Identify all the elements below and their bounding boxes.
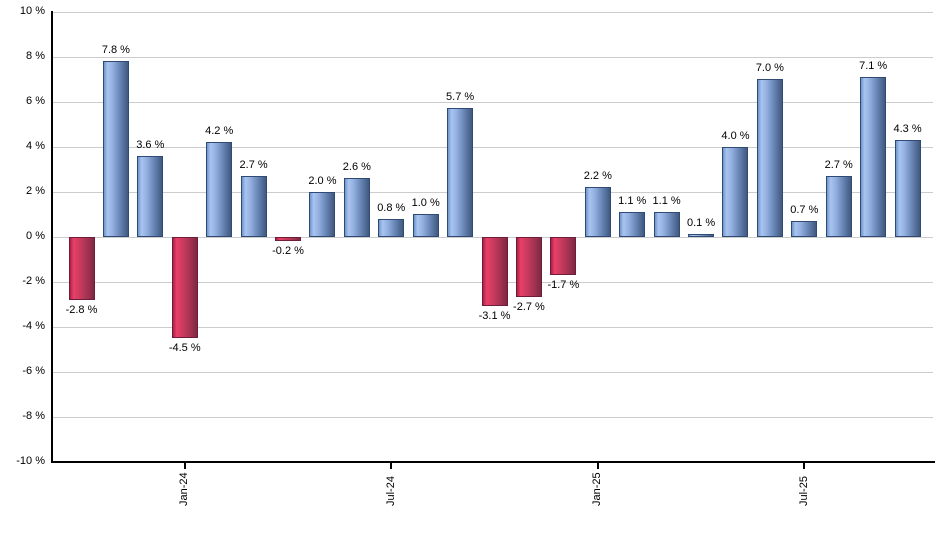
y-axis-tick-label: -6 % [22,365,45,377]
bar-value-label: -3.1 % [478,310,511,323]
bar-positive [343,178,370,237]
bar-value-label: 2.7 % [824,158,853,171]
bar-positive [860,76,887,237]
bar-value-label: -1.7 % [547,278,580,291]
y-axis-tick-label: 4 % [26,140,45,152]
bar-value-label: 4.0 % [721,129,750,142]
x-axis-tick-label: Jul-25 [797,476,810,506]
bar-value-label: 7.1 % [859,59,888,72]
gridline [52,11,933,13]
gridline [52,371,933,373]
bar-value-label: 4.2 % [205,125,234,137]
bar-value-label: -2.7 % [513,301,545,314]
bar-value-label: -0.2 % [272,245,304,257]
bar-positive [584,187,611,237]
bar-value-label: 1.1 % [652,194,681,207]
bar-value-label: 0.1 % [686,217,716,230]
bar-value-label: -2.8 % [65,303,98,316]
bar-value-label: 3.6 % [136,138,165,151]
bar-negative [275,236,302,241]
gridline [52,416,933,418]
y-axis-tick-label: -10 % [16,455,45,467]
y-axis-line [51,11,53,463]
gridline [52,56,933,58]
bar-positive [447,108,474,237]
bar-value-label: 0.8 % [377,201,406,214]
gridline [52,101,933,103]
bar-positive [791,220,818,237]
x-axis-tick-label: Jan-25 [591,472,604,506]
bar-negative [68,236,95,300]
x-axis-tick [803,463,806,469]
gridline [52,326,933,328]
bar-positive [756,79,783,237]
y-axis-tick-label: 10 % [19,5,45,17]
bar-positive [412,214,439,237]
bar-value-label: 1.0 % [411,197,440,209]
bar-value-label: 2.7 % [239,158,268,171]
bar-value-label: 2.0 % [308,174,337,187]
x-axis-tick [596,463,599,469]
x-axis-tick [183,463,186,469]
bar-positive [722,146,749,237]
bar-negative [171,236,198,338]
y-axis-tick-label: 2 % [26,185,45,197]
x-axis-line [51,461,935,463]
bar-negative [550,236,577,275]
bar-positive [240,175,267,237]
y-axis-tick-label: 8 % [26,50,45,62]
bar-value-label: -4.5 % [168,341,201,354]
bar-value-label: 2.2 % [583,170,612,182]
bar-value-label: 2.6 % [342,161,371,173]
y-axis-tick-label: -4 % [22,320,45,332]
gridline [52,146,933,148]
y-axis-tick-label: 6 % [26,95,45,107]
bar-value-label: 5.7 % [446,91,475,104]
bar-negative [481,236,508,307]
bar-value-label: 7.8 % [101,44,130,56]
bar-positive [309,191,336,237]
bar-positive [825,175,852,237]
bar-positive [619,211,646,237]
bar-value-label: 0.7 % [790,203,819,216]
bar-negative [515,236,542,298]
bar-positive [653,211,680,237]
bar-value-label: 1.1 % [618,194,647,207]
x-axis-tick [390,463,393,469]
gridline [52,191,933,193]
x-axis-tick-label: Jan-24 [178,472,191,506]
y-axis-tick-label: -2 % [22,275,45,287]
bar-value-label: 4.3 % [893,122,922,135]
bar-positive [378,218,405,237]
bar-value-label: 7.0 % [755,62,784,74]
bar-positive [894,139,921,237]
y-axis-tick-label: -8 % [22,410,45,422]
bar-positive [206,142,233,237]
y-axis-tick-label: 0 % [26,230,45,242]
bar-positive [137,155,164,237]
bar-positive [688,234,715,237]
x-axis-tick-label: Jul-24 [384,476,397,506]
bar-positive [102,61,129,237]
